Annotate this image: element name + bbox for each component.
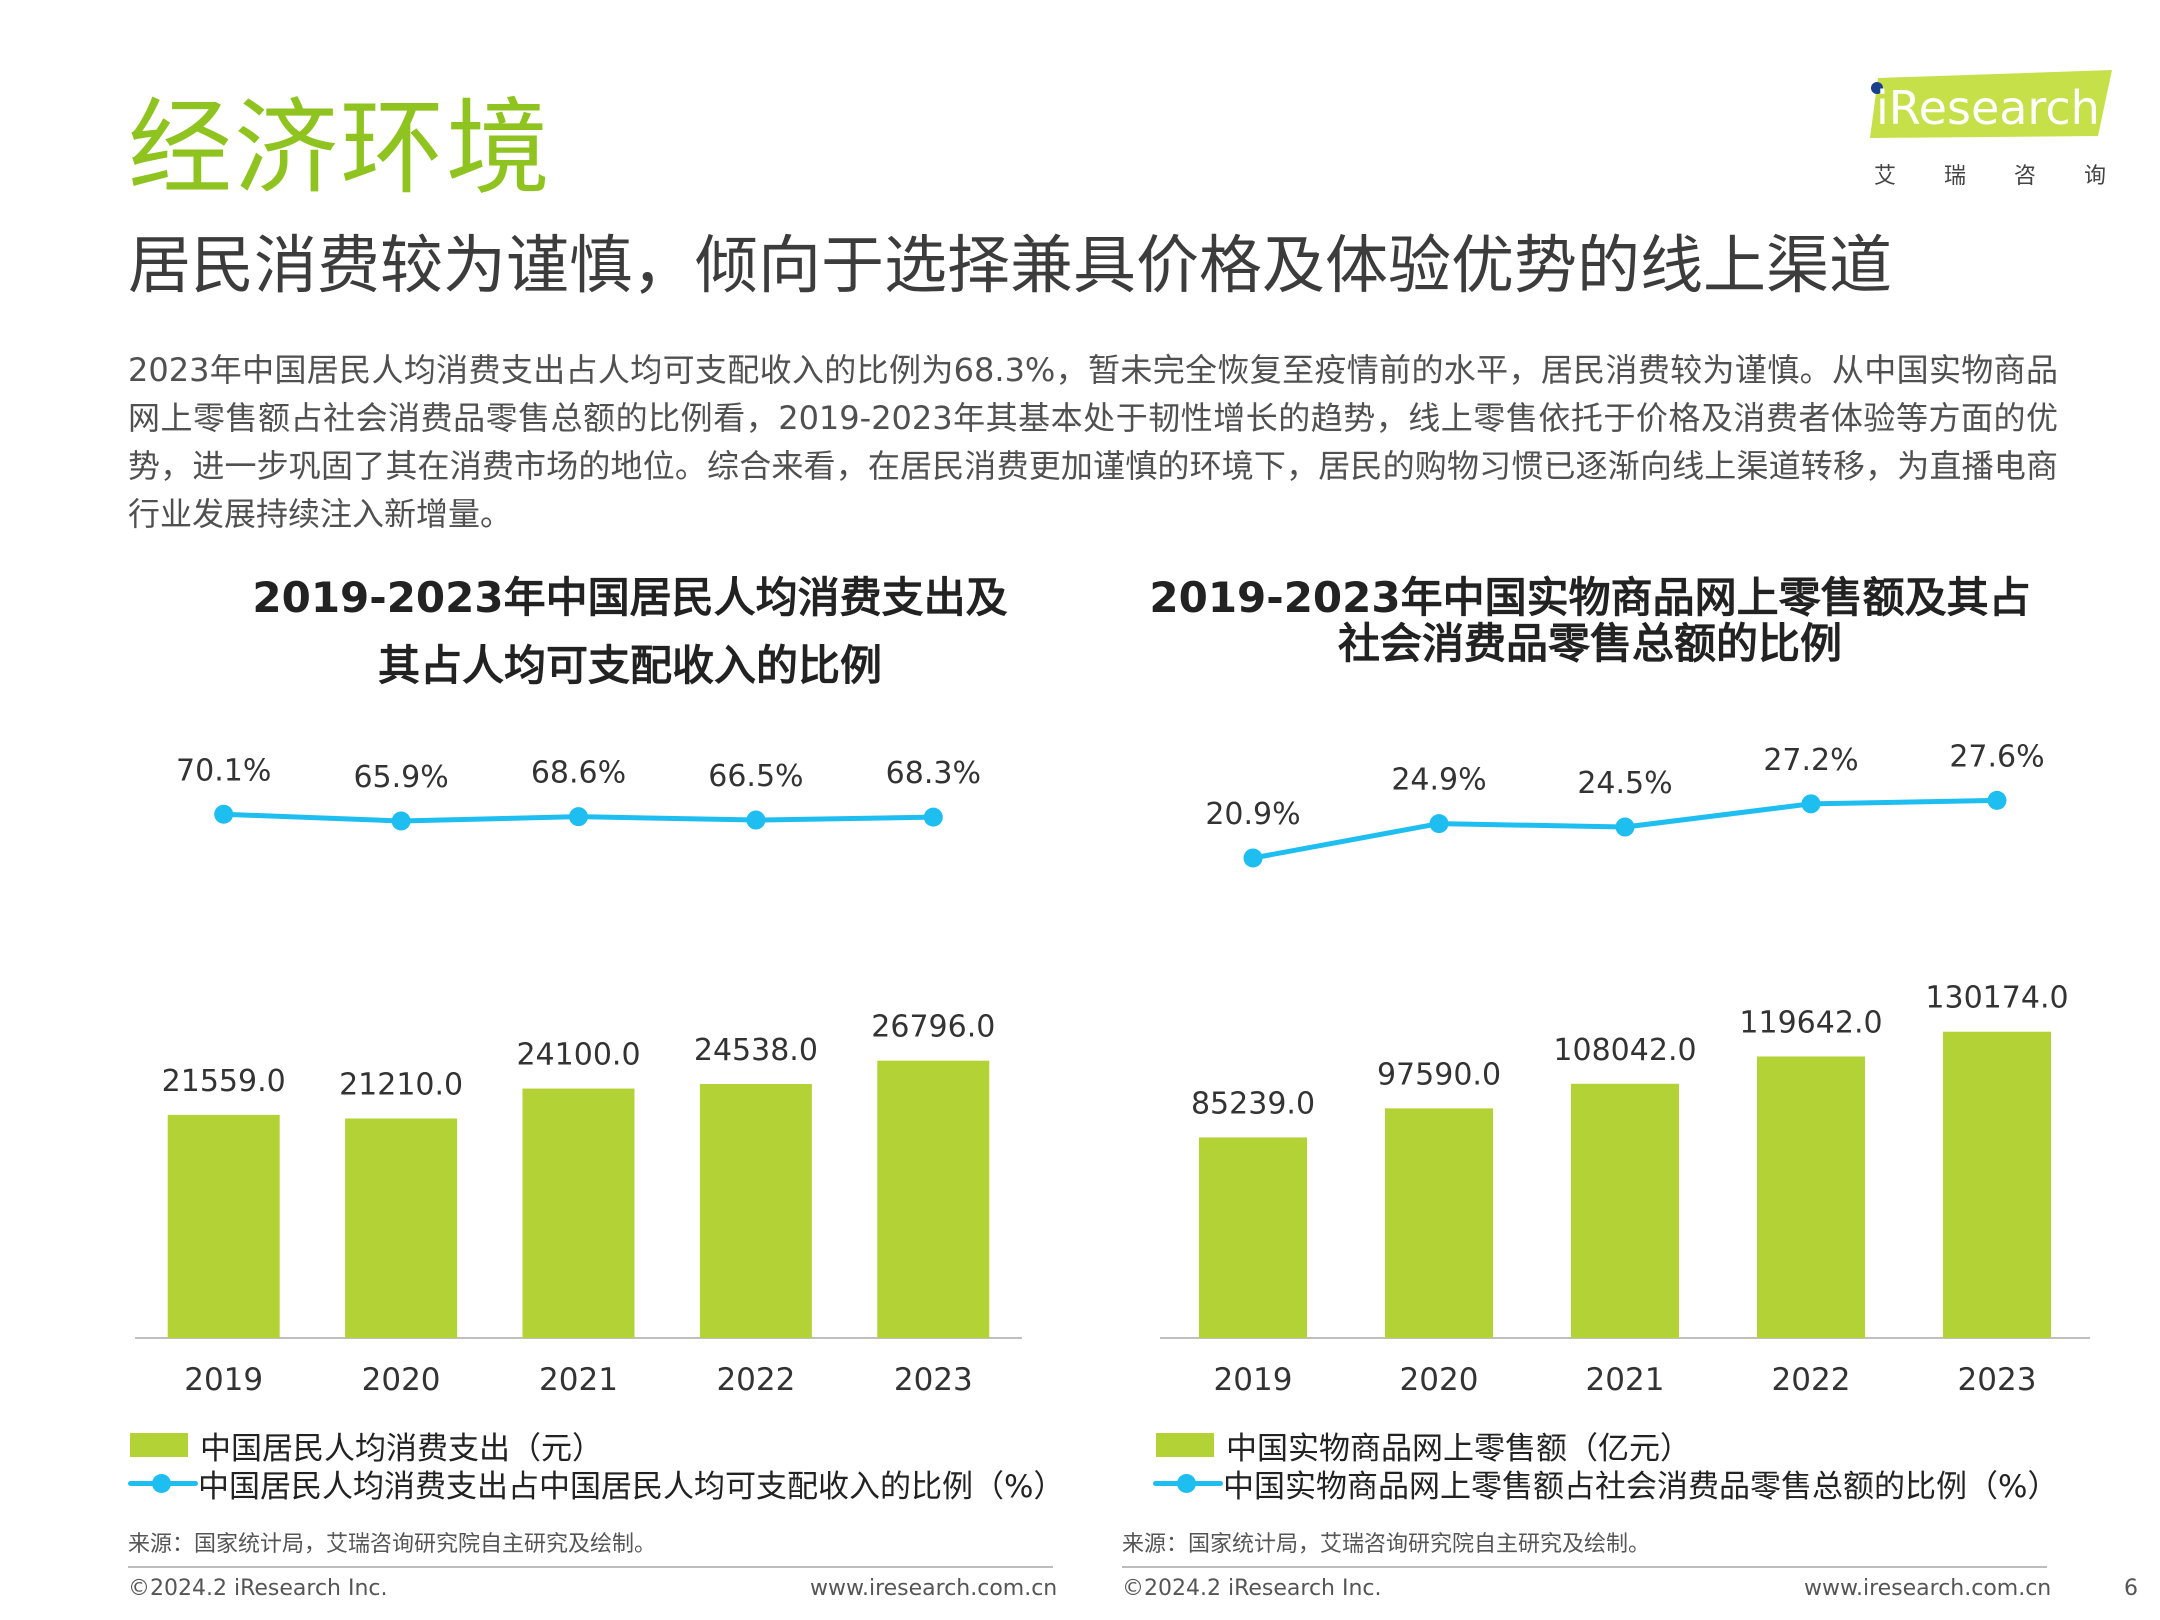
- chart1-title-line2: 其占人均可支配收入的比例: [377, 641, 882, 690]
- chart1-ratio-label-2023: 68.3%: [886, 756, 981, 791]
- chart2-ratio-point-2019: [1243, 848, 1263, 868]
- legend-bar-swatch: [1156, 1433, 1214, 1457]
- chart2-bar-2022: [1757, 1056, 1865, 1338]
- legend-line-swatch: [1153, 1471, 1223, 1495]
- chart2-legend-bar-label: 中国实物商品网上零售额（亿元）: [1226, 1430, 1691, 1467]
- chart2-x-tick-2022: 2022: [1772, 1362, 1851, 1398]
- chart2-legend-line: 中国实物商品网上零售额占社会消费品零售总额的比例（%）: [1153, 1463, 2059, 1505]
- chart1-bar-label-2022: 24538.0: [694, 1033, 818, 1068]
- chart1-legend-line: 中国居民人均消费支出占中国居民人均可支配收入的比例（%）: [128, 1463, 1065, 1505]
- chart1-x-tick-2022: 2022: [716, 1362, 795, 1398]
- chart1-x-tick-2020: 2020: [362, 1362, 441, 1398]
- chart1-bar-label-2019: 21559.0: [162, 1064, 286, 1099]
- chart1-source: 来源：国家统计局，艾瑞咨询研究院自主研究及绘制。: [128, 1532, 657, 1557]
- chart2-ratio-point-2022: [1801, 794, 1821, 814]
- chart1-ratio-label-2022: 66.5%: [708, 759, 803, 794]
- chart1-x-tick-2023: 2023: [894, 1362, 973, 1398]
- chart1-ratio-label-2020: 65.9%: [353, 760, 448, 795]
- chart1-legend-bar: 中国居民人均消费支出（元）: [130, 1425, 603, 1467]
- chart1-footer-url: www.iresearch.com.cn: [810, 1576, 1058, 1601]
- logo-char-4: 询: [2084, 164, 2107, 189]
- logo-char-3: 咨: [2014, 164, 2037, 189]
- chart2-title-line1: 2019-2023年中国实物商品网上零售额及其占: [1149, 573, 2031, 622]
- chart2-source: 来源：国家统计局，艾瑞咨询研究院自主研究及绘制。: [1122, 1532, 1651, 1557]
- chart2-bar-2019: [1199, 1137, 1307, 1338]
- chart1-ratio-point-2022: [746, 810, 766, 830]
- chart1-ratio-label-2021: 68.6%: [531, 756, 626, 791]
- chart2-bar-label-2021: 108042.0: [1553, 1033, 1696, 1068]
- chart1-bar-label-2021: 24100.0: [516, 1038, 640, 1073]
- chart1-ratio-point-2023: [923, 807, 943, 827]
- chart2-plot: 85239.0 2019 97590.0 2020 108042.0 2021 119642…: [1160, 739, 2090, 1398]
- chart1-bar-label-2020: 21210.0: [339, 1067, 463, 1102]
- chart2-x-tick-2021: 2021: [1586, 1362, 1665, 1398]
- chart2-bar-label-2022: 119642.0: [1739, 1005, 1882, 1040]
- iresearch-logo: iResearch 艾 瑞 咨 询: [1862, 66, 2122, 196]
- chart2-ratio-label-2019: 20.9%: [1205, 797, 1300, 832]
- chart1-bar-2020: [345, 1118, 458, 1338]
- chart2-ratio-point-2020: [1429, 814, 1449, 834]
- chart2-footer-url: www.iresearch.com.cn: [1804, 1576, 2052, 1601]
- chart1-ratio-point-2020: [391, 811, 411, 831]
- chart2-ratio-label-2023: 27.6%: [1949, 739, 2044, 774]
- page-title: 经济环境: [128, 87, 553, 209]
- chart1-legend-bar-label: 中国居民人均消费支出（元）: [200, 1430, 603, 1467]
- logo-brand-text: iResearch: [1876, 81, 2100, 135]
- chart2-ratio-label-2020: 24.9%: [1391, 763, 1486, 798]
- chart2-ratio-point-2021: [1615, 817, 1635, 837]
- page-headline: 居民消费较为谨慎，倾向于选择兼具价格及体验优势的线上渠道: [128, 229, 1892, 302]
- logo-char-2: 瑞: [1944, 164, 1967, 189]
- chart2-title-line2: 社会消费品零售总额的比例: [1337, 619, 1842, 668]
- chart2-footer-divider: [1122, 1566, 2047, 1568]
- page-number: 6: [2124, 1576, 2138, 1601]
- chart2-x-tick-2023: 2023: [1958, 1362, 2037, 1398]
- chart2-bar-label-2019: 85239.0: [1191, 1086, 1315, 1121]
- chart1-bar-2019: [167, 1114, 280, 1338]
- chart1-title-line1: 2019-2023年中国居民人均消费支出及: [252, 573, 1008, 622]
- chart2-bar-2021: [1571, 1083, 1679, 1338]
- chart1-footer-copyright: ©2024.2 iResearch Inc.: [128, 1576, 388, 1601]
- chart1-bar-2021: [522, 1088, 635, 1338]
- chart1-ratio-point-2019: [214, 804, 234, 824]
- chart1-bar-label-2023: 26796.0: [871, 1010, 995, 1045]
- chart2-bar-2023: [1943, 1031, 2051, 1338]
- chart2-bar-label-2020: 97590.0: [1377, 1057, 1501, 1092]
- chart1-x-tick-2019: 2019: [184, 1362, 263, 1398]
- intro-paragraph: 2023年中国居民人均消费支出占人均可支配收入的比例为68.3%，暂未完全恢复至…: [128, 351, 2058, 533]
- chart1-ratio-point-2021: [569, 807, 588, 827]
- chart1-ratio-label-2019: 70.1%: [176, 753, 271, 788]
- chart2-ratio-point-2023: [1987, 790, 2007, 810]
- legend-line-swatch: [128, 1471, 198, 1495]
- chart1-legend-line-label: 中国居民人均消费支出占中国居民人均可支配收入的比例（%）: [198, 1468, 1065, 1505]
- chart2-footer-copyright: ©2024.2 iResearch Inc.: [1122, 1576, 1382, 1601]
- logo-mark: iResearch: [1870, 70, 2112, 138]
- chart1-bar-2022: [699, 1084, 812, 1338]
- chart2-ratio-label-2021: 24.5%: [1577, 766, 1672, 801]
- chart1-bar-2023: [877, 1060, 990, 1338]
- chart2-legend-line-label: 中国实物商品网上零售额占社会消费品零售总额的比例（%）: [1223, 1468, 2059, 1505]
- chart1-x-tick-2021: 2021: [539, 1362, 618, 1398]
- chart2-x-tick-2020: 2020: [1400, 1362, 1479, 1398]
- chart2-ratio-label-2022: 27.2%: [1763, 743, 1858, 778]
- legend-bar-swatch: [130, 1433, 188, 1457]
- chart2-bar-label-2023: 130174.0: [1925, 981, 2068, 1016]
- chart2-bar-2020: [1385, 1108, 1493, 1338]
- chart1-plot: 21559.0 2019 21210.0 2020 24100.0 2021 24538.0…: [135, 753, 1022, 1398]
- chart2-legend-bar: 中国实物商品网上零售额（亿元）: [1156, 1425, 1691, 1467]
- chart2-x-tick-2019: 2019: [1214, 1362, 1293, 1398]
- chart1-footer-divider: [128, 1566, 1053, 1568]
- logo-char-1: 艾: [1874, 164, 1897, 189]
